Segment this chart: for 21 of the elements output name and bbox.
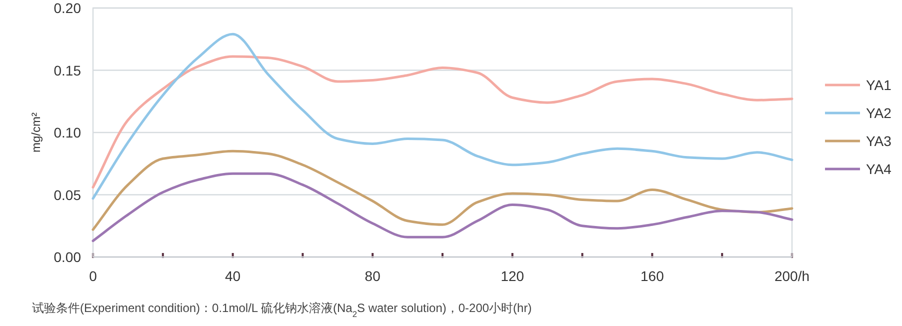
y-tick-label: 0.20 [54,0,82,16]
line-series [92,32,794,200]
legend-label: YA3 [866,133,892,149]
y-axis-title: mg/cm² [29,112,43,152]
x-tick-label: 40 [225,268,241,284]
line-series [92,150,794,231]
x-tick-label: 200/h [774,268,810,284]
x-tick-label: 80 [364,268,381,284]
legend-label: YA2 [866,105,892,121]
y-tick-label: 0.15 [54,62,82,78]
legend-label: YA1 [866,77,892,93]
x-tick-label: 160 [640,268,664,284]
line-series [92,55,794,189]
line-series [92,172,794,242]
y-tick-label: 0.10 [54,124,82,140]
legend-label: YA4 [866,161,892,177]
x-tick-label: 0 [89,268,98,284]
y-tick-label: 0.00 [54,249,82,265]
text: 试验条件(Experiment condition)：0.1mol/L 硫化钠水溶液(Na$_{2}$S water solution)，0-200小时(hr) [32,301,532,319]
y-tick-label: 0.05 [54,186,82,203]
x-tick-label: 120 [500,268,524,284]
